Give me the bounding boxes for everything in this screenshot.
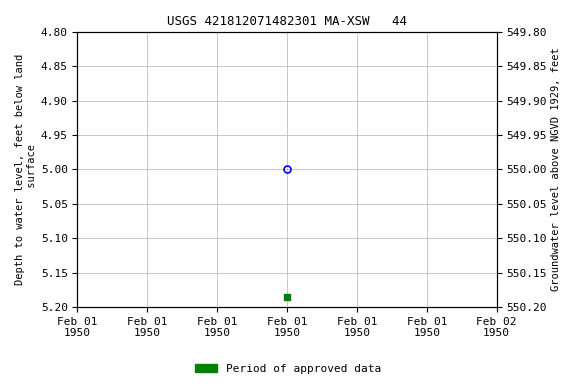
Y-axis label: Groundwater level above NGVD 1929, feet: Groundwater level above NGVD 1929, feet: [551, 48, 561, 291]
Y-axis label: Depth to water level, feet below land
 surface: Depth to water level, feet below land su…: [15, 54, 37, 285]
Legend: Period of approved data: Period of approved data: [191, 359, 385, 379]
Title: USGS 421812071482301 MA-XSW   44: USGS 421812071482301 MA-XSW 44: [167, 15, 407, 28]
